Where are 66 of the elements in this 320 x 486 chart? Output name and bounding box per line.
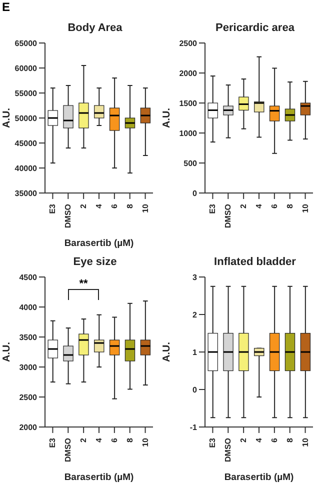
- y-tick-label: 1500: [179, 98, 198, 108]
- x-tick-label: DMSO: [224, 438, 233, 462]
- x-tick-label: 10: [140, 203, 150, 213]
- x-tick-label: 4: [254, 437, 264, 442]
- significance-bracket: **: [68, 279, 99, 309]
- x-tick-label: 6: [110, 437, 119, 442]
- x-tick-label: 4: [94, 203, 104, 208]
- x-tick-label: 6: [110, 203, 119, 208]
- y-tick-label: 40000: [14, 164, 38, 173]
- x-tick-label: 8: [125, 437, 134, 442]
- y-tick-label: 2000: [179, 68, 198, 78]
- x-tick-label: 2: [239, 437, 248, 442]
- chart-title: Inflated bladder: [213, 255, 297, 270]
- y-axis-title: A.U.: [2, 108, 13, 128]
- y-tick-label: 2: [192, 310, 198, 320]
- x-tick-label: E3: [48, 437, 58, 448]
- x-tick-label: DMSO: [64, 438, 73, 462]
- chart-title: Eye size: [72, 255, 118, 270]
- x-tick-label: 10: [140, 437, 150, 447]
- x-axis-title: Barasertib (µM): [63, 238, 135, 250]
- y-tick-label: 55000: [14, 88, 38, 98]
- x-tick-label: DMSO: [64, 204, 73, 228]
- y-tick-label: 2000: [19, 422, 38, 432]
- y-tick-label: 0: [192, 188, 198, 198]
- y-tick-label: 65000: [14, 38, 38, 48]
- y-tick-label: 35000: [14, 188, 38, 198]
- x-axis-title: Barasertib (µM): [223, 472, 295, 484]
- y-tick-label: 1: [192, 348, 198, 357]
- y-tick-label: -1: [190, 422, 198, 432]
- y-tick-label: 1000: [179, 128, 198, 138]
- x-axis-title: Barasertib (µM): [63, 472, 135, 484]
- x-tick-label: 6: [270, 437, 279, 442]
- x-tick-label: 8: [285, 437, 294, 442]
- y-tick-label: 4000: [19, 302, 38, 312]
- y-tick-label: 2500: [179, 38, 198, 48]
- x-tick-label: 2: [79, 437, 88, 442]
- x-tick-label: 8: [285, 203, 294, 208]
- x-tick-label: 10: [300, 437, 310, 447]
- x-tick-label: 2: [239, 203, 248, 208]
- y-tick-label: 3500: [19, 332, 38, 342]
- x-tick-label: 10: [300, 203, 310, 213]
- y-axis-title: A.U.: [2, 342, 13, 362]
- x-tick-label: DMSO: [224, 204, 233, 228]
- y-tick-label: 60000: [14, 64, 38, 73]
- y-tick-label: 0: [192, 385, 198, 394]
- annotation: **: [78, 278, 89, 290]
- x-tick-label: 8: [125, 203, 134, 208]
- chart-title: Pericardic area: [214, 21, 296, 36]
- y-tick-label: 4500: [19, 272, 38, 282]
- y-tick-label: 45000: [14, 138, 38, 148]
- x-tick-label: 4: [94, 437, 104, 442]
- x-tick-label: E3: [48, 203, 58, 214]
- x-tick-label: 4: [254, 203, 264, 208]
- y-tick-label: 3: [192, 272, 198, 282]
- y-tick-label: 500: [184, 158, 198, 168]
- text: E: [2, 0, 10, 14]
- y-tick-label: 3000: [19, 362, 38, 372]
- x-tick-label: 6: [270, 203, 279, 208]
- x-tick-label: E3: [208, 437, 218, 448]
- y-axis-title: A.U.: [162, 108, 173, 128]
- y-axis-title: A.U.: [162, 342, 173, 362]
- y-tick-label: 50000: [14, 114, 38, 123]
- x-tick-label: 2: [79, 203, 88, 208]
- x-tick-label: E3: [208, 203, 218, 214]
- chart-title: Body Area: [66, 21, 124, 36]
- y-tick-label: 2500: [19, 392, 38, 402]
